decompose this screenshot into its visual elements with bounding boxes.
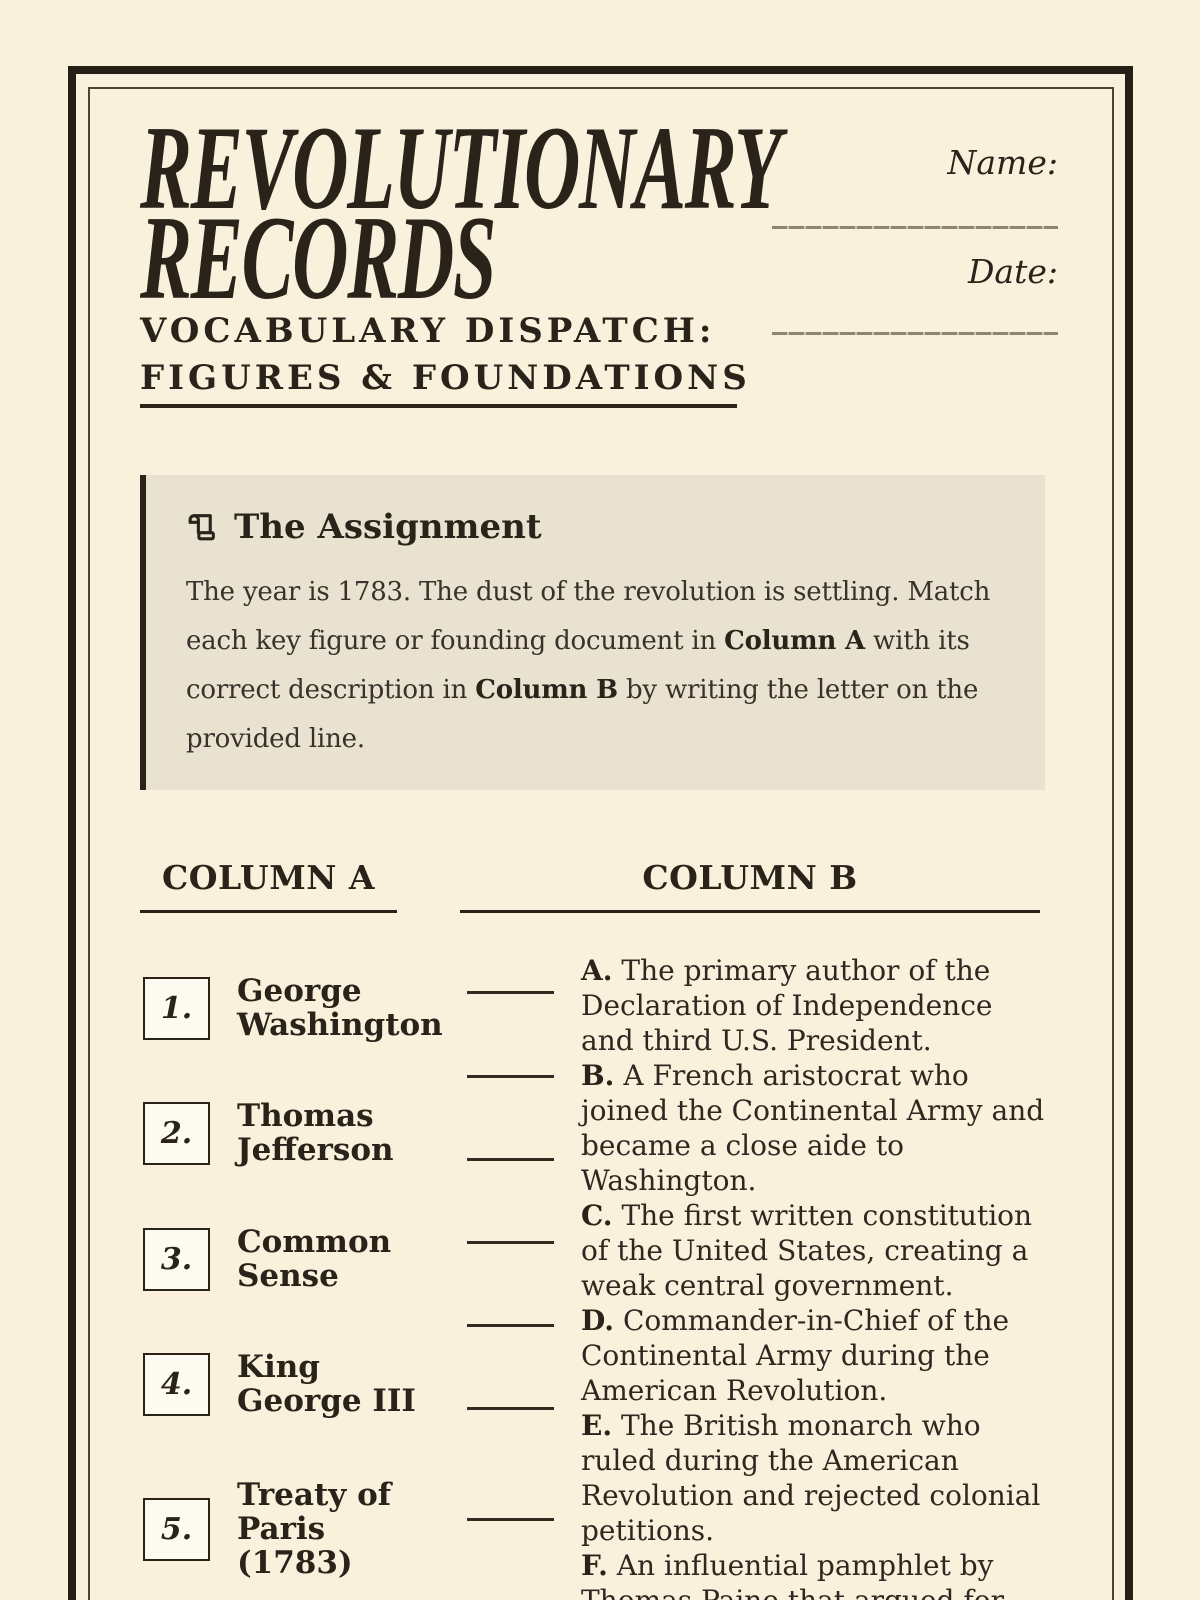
column-b-list: A. The primary author of the Declaration…	[581, 953, 1051, 1600]
assignment-title: The Assignment	[234, 507, 542, 547]
column-a-item-1: 1. George Washington	[143, 973, 443, 1043]
item-number-box: 1.	[143, 976, 210, 1040]
assignment-column-a-ref: Column A	[724, 626, 865, 656]
column-a-item-2: 2. Thomas Jefferson	[143, 1099, 427, 1167]
name-label: Name:	[947, 143, 1059, 182]
entry-text: The primary author of the Declaration of…	[581, 954, 993, 1057]
assignment-instructions: The year is 1783. The dust of the revolu…	[186, 568, 1021, 764]
name-input-line[interactable]	[772, 226, 1058, 229]
outer-border-frame	[68, 66, 1133, 1600]
item-label: Thomas Jefferson	[237, 1098, 394, 1168]
assignment-column-b-ref: Column B	[475, 675, 618, 705]
column-a-header: COLUMN A	[140, 858, 397, 913]
column-a-item-4: 4. King George III	[143, 1350, 427, 1418]
entry-text: The British monarch who ruled during the…	[581, 1409, 1041, 1547]
answer-blank-3[interactable]	[467, 1158, 554, 1161]
column-a-item-3: 3. Common Sense	[143, 1225, 427, 1293]
item-label: George Washington	[237, 973, 443, 1043]
column-a-item-5: 5. Treaty of Paris (1783)	[143, 1478, 427, 1580]
answer-blank-7[interactable]	[467, 1518, 554, 1521]
item-label: Treaty of Paris (1783)	[237, 1477, 392, 1581]
subtitle-line2: FIGURES & FOUNDATIONS	[140, 358, 751, 398]
answer-blank-2[interactable]	[467, 1075, 554, 1078]
assignment-text-part: with its correct description in	[186, 626, 970, 705]
worksheet-subtitle: VOCABULARY DISPATCH: FIGURES & FOUNDATIO…	[140, 308, 751, 402]
date-label: Date:	[967, 252, 1058, 291]
assignment-panel: The Assignment The year is 1783. The dus…	[140, 475, 1045, 790]
entry-letter: A.	[581, 954, 613, 987]
page-title: REVOLUTIONARY RECORDS	[140, 101, 782, 324]
column-b-entry-d: D. Commander-in-Chief of the Continental…	[581, 1303, 1051, 1408]
item-number-box: 3.	[143, 1227, 210, 1291]
answer-blank-1[interactable]	[467, 991, 554, 994]
scroll-icon	[188, 513, 215, 540]
entry-letter: C.	[581, 1199, 613, 1232]
entry-letter: B.	[581, 1059, 615, 1092]
item-label: King George III	[237, 1349, 416, 1419]
answer-blank-4[interactable]	[467, 1241, 554, 1244]
item-number: 2.	[160, 1115, 193, 1151]
column-b-entry-b: B. A French aristocrat who joined the Co…	[581, 1058, 1051, 1198]
inner-border-frame	[88, 87, 1114, 1600]
item-label: Common Sense	[237, 1224, 392, 1294]
answer-blank-5[interactable]	[467, 1324, 554, 1327]
column-b-entry-f: F. An influential pamphlet by Thomas Pai…	[581, 1548, 1051, 1600]
page-title-line1: REVOLUTIONARY	[140, 101, 782, 234]
date-input-line[interactable]	[772, 332, 1058, 335]
item-number: 3.	[160, 1241, 193, 1277]
entry-text: A French aristocrat who joined the Conti…	[581, 1059, 1045, 1197]
item-number: 1.	[160, 990, 193, 1026]
item-number-box: 5.	[143, 1497, 210, 1561]
assignment-text-part: by writing the letter on the provided li…	[186, 675, 979, 754]
entry-text: The first written constitution of the Un…	[581, 1199, 1033, 1302]
entry-text: An influential pamphlet by Thomas Paine …	[581, 1549, 1004, 1600]
page-title-line2: RECORDS	[140, 191, 496, 324]
column-b-header: COLUMN B	[460, 858, 1040, 913]
entry-text: Commander-in-Chief of the Continental Ar…	[581, 1304, 1010, 1407]
entry-letter: F.	[581, 1549, 608, 1582]
item-number: 4.	[160, 1366, 193, 1402]
assignment-title-row: The Assignment	[186, 507, 1021, 547]
subtitle-rule	[140, 404, 737, 408]
column-b-entry-e: E. The British monarch who ruled during …	[581, 1408, 1051, 1548]
column-b-entry-a: A. The primary author of the Declaration…	[581, 953, 1051, 1058]
entry-letter: E.	[581, 1409, 613, 1442]
item-number-box: 4.	[143, 1352, 210, 1416]
item-number: 5.	[160, 1511, 193, 1547]
entry-letter: D.	[581, 1304, 615, 1337]
subtitle-line1: VOCABULARY DISPATCH:	[140, 311, 716, 351]
item-number-box: 2.	[143, 1101, 210, 1165]
column-b-entry-c: C. The first written constitution of the…	[581, 1198, 1051, 1303]
assignment-text-part: The year is 1783. The dust of the revolu…	[186, 577, 991, 656]
answer-blank-6[interactable]	[467, 1407, 554, 1410]
